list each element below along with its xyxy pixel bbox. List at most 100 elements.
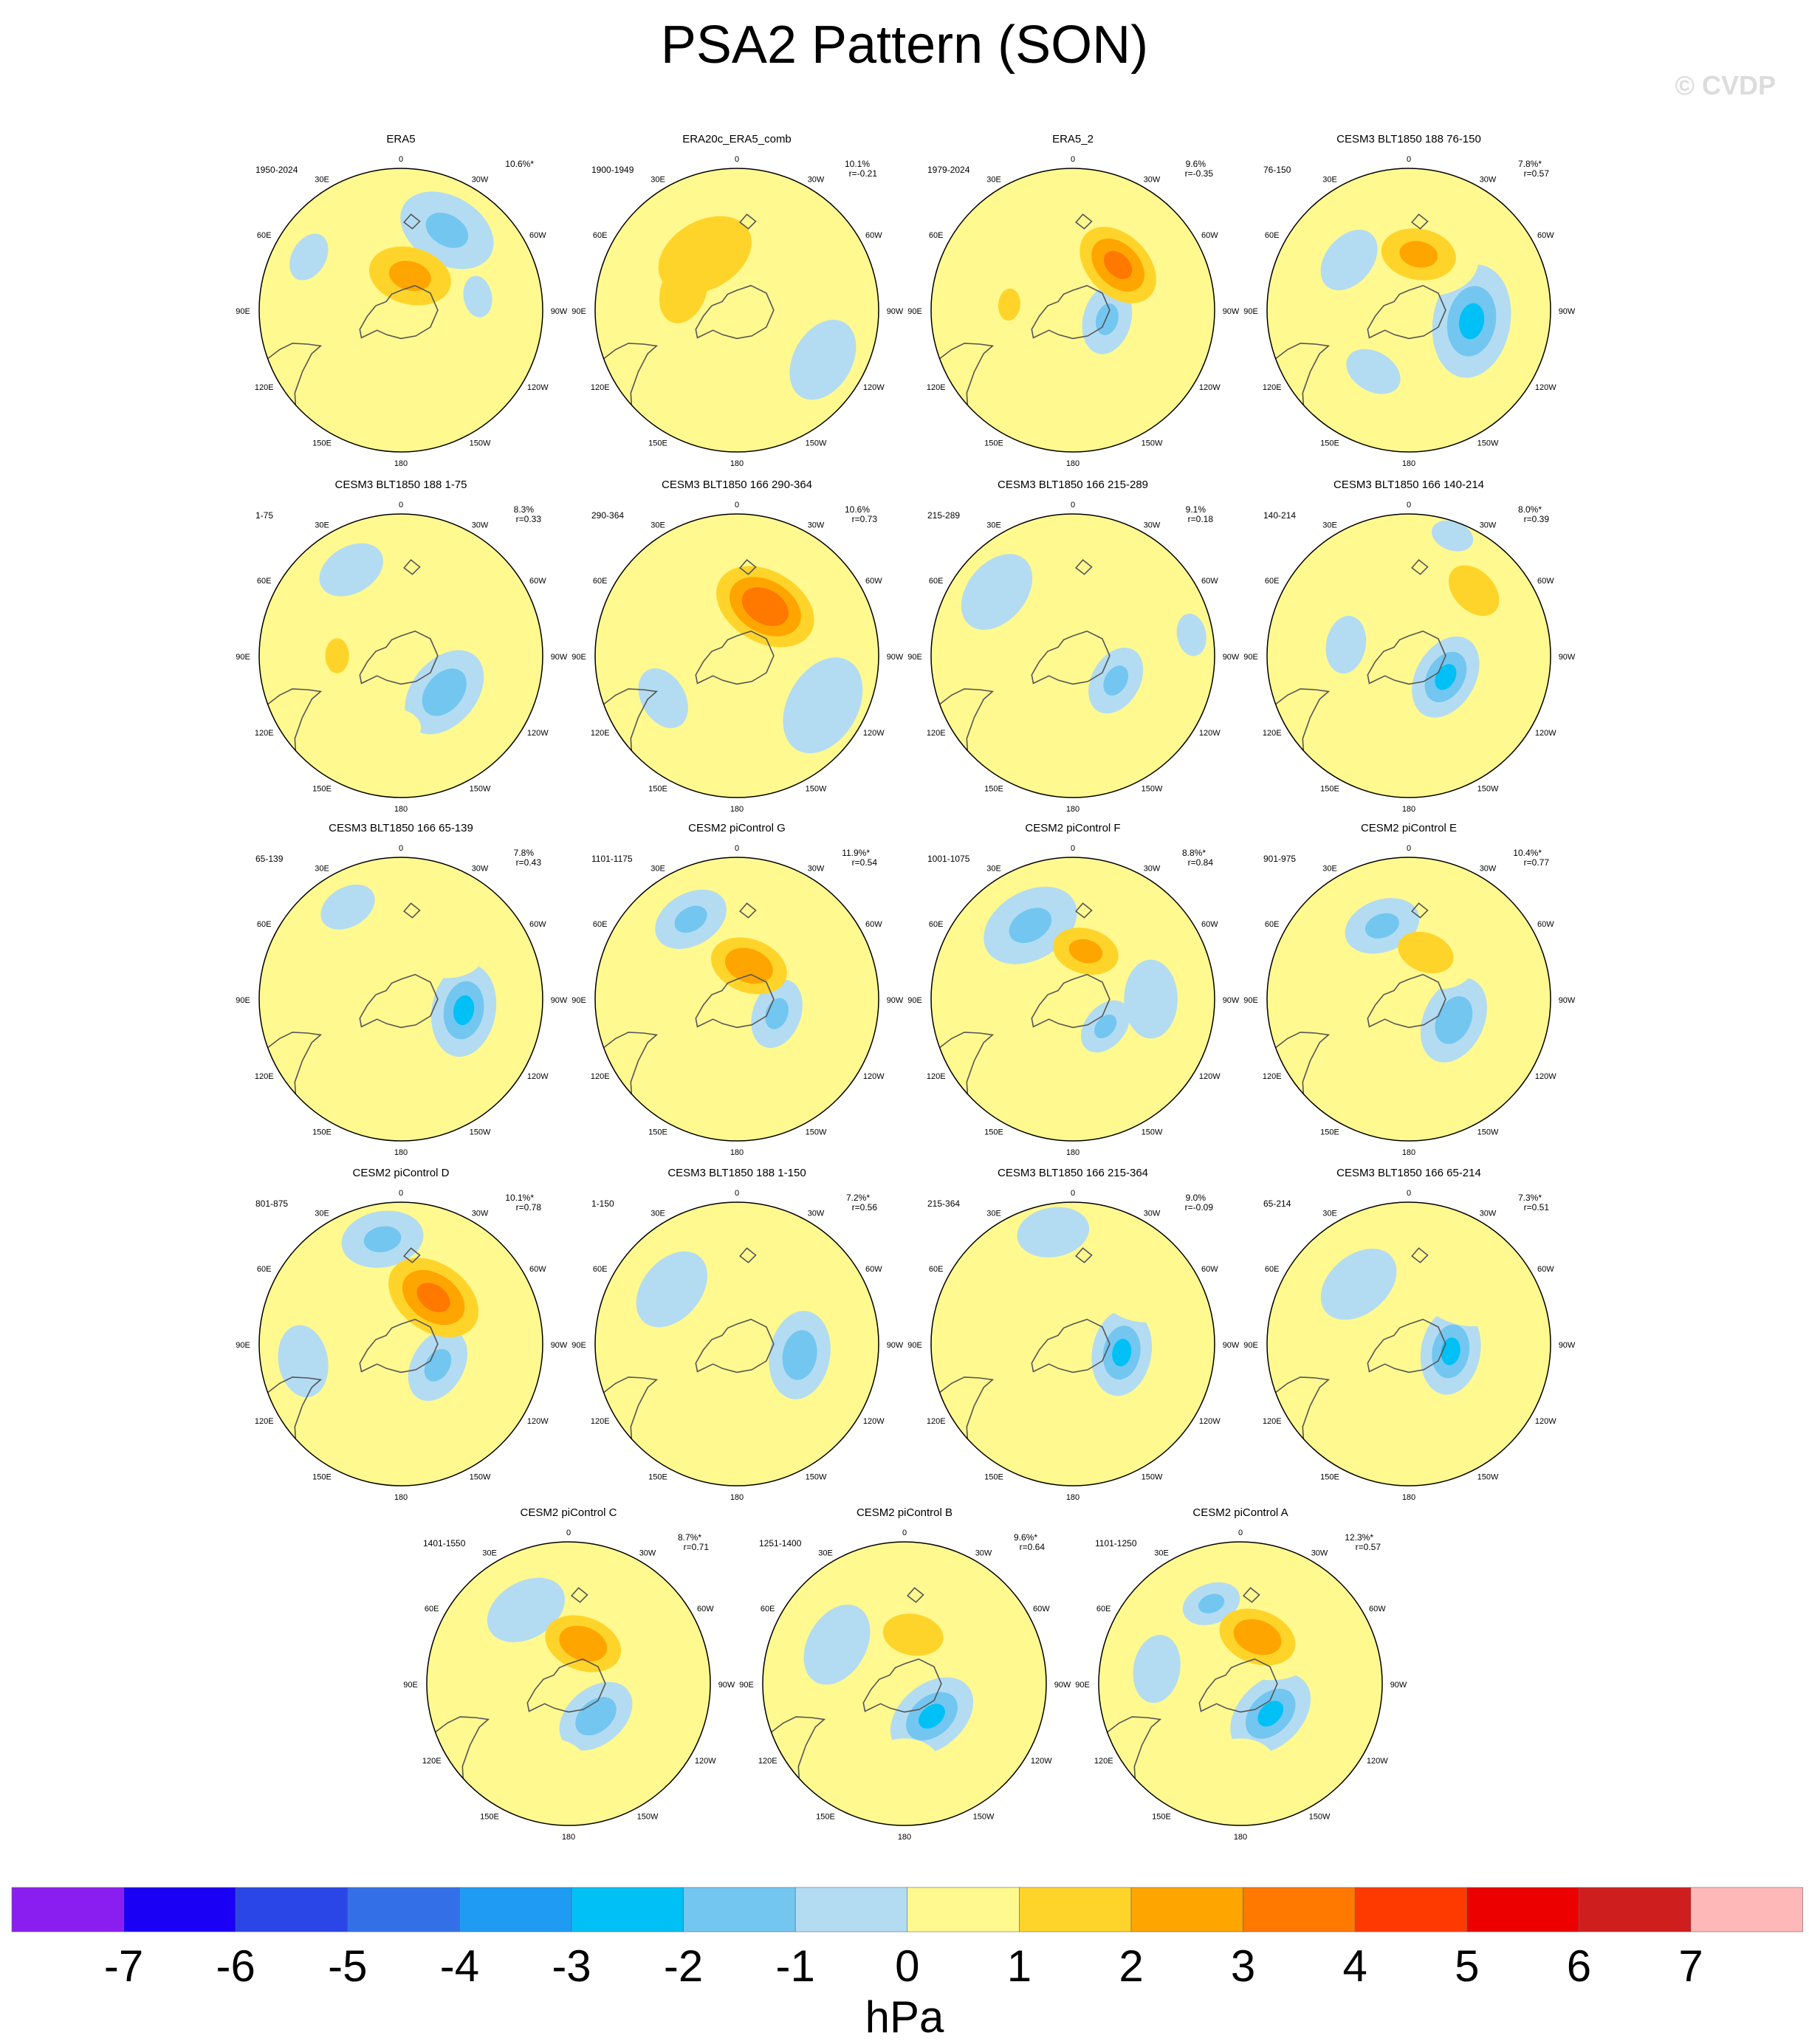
panel-period: 215-289 — [927, 510, 960, 521]
map-border — [1266, 1201, 1551, 1486]
longitude-label: 120W — [1535, 1072, 1556, 1081]
contour-region — [1432, 520, 1474, 552]
longitude-label: 90W — [1559, 1341, 1576, 1350]
longitude-label: 0 — [399, 501, 403, 510]
contour-region — [639, 356, 735, 436]
longitude-label: 180 — [898, 1833, 911, 1842]
map-panel: 0 30E 60E 90E 120E 150E 180 150W 120W 90W 60W 30W CE… — [236, 479, 568, 814]
longitude-label: 150W — [1142, 1128, 1163, 1136]
contour-region — [638, 668, 688, 729]
map-border — [930, 513, 1215, 798]
panel-explained-variance: 9.1% — [1186, 504, 1206, 515]
longitude-label: 60W — [865, 231, 882, 240]
coastline-new-zealand — [403, 902, 421, 919]
coastline-antarctica — [359, 1318, 439, 1373]
coastline-south-america — [603, 1376, 659, 1439]
longitude-label: 0 — [902, 1529, 907, 1537]
panel-explained-variance: 7.2%* — [846, 1193, 870, 1203]
contour-region — [388, 261, 431, 292]
longitude-label: 90E — [907, 653, 922, 662]
coastline-new-zealand — [403, 1247, 421, 1263]
longitude-label: 90W — [1559, 996, 1576, 1005]
contour-region — [982, 183, 1050, 241]
longitude-label: 60E — [257, 920, 272, 929]
longitude-label: 30W — [1144, 865, 1161, 874]
longitude-label: 120E — [255, 383, 274, 392]
contour-region — [1104, 250, 1133, 279]
colorbar-box — [1130, 1887, 1243, 1932]
coastline-south-america — [603, 1032, 659, 1094]
map-panel: 0 30E 60E 90E 120E 150E 180 150W 120W 90W 60W 30W CE… — [1243, 479, 1576, 814]
longitude-label: 150W — [1142, 1472, 1163, 1481]
panel-explained-variance: 9.0% — [1186, 1193, 1206, 1203]
longitude-label: 90W — [887, 307, 904, 316]
longitude-label: 90E — [907, 307, 922, 316]
longitude-label: 120W — [1031, 1757, 1052, 1766]
longitude-label: 60E — [593, 231, 608, 240]
contour-region — [659, 258, 708, 323]
longitude-label: 150W — [1477, 1472, 1499, 1481]
longitude-label: 180 — [730, 1148, 744, 1157]
longitude-label: 120W — [863, 729, 885, 738]
longitude-label: 0 — [1407, 1189, 1411, 1198]
panel-period: 65-139 — [255, 854, 284, 864]
panel-correlation: r=0.18 — [1188, 514, 1214, 524]
panel-correlation: r=0.51 — [1524, 1202, 1550, 1213]
colorbar-tick-label: -4 — [440, 1941, 479, 1991]
coastline-antarctica — [695, 973, 775, 1029]
longitude-label: 30E — [1322, 865, 1337, 874]
contour-region — [1233, 1619, 1282, 1656]
longitude-label: 30E — [1322, 1210, 1337, 1218]
longitude-label: 30W — [1311, 1549, 1328, 1558]
longitude-label: 90W — [1559, 653, 1576, 662]
contour-region — [559, 1625, 608, 1662]
contour-region — [919, 1704, 945, 1729]
map-background — [1267, 514, 1551, 798]
contour-region — [783, 657, 863, 754]
longitude-label: 120E — [927, 1417, 946, 1426]
longitude-label: 120W — [527, 383, 549, 392]
longitude-label: 120W — [863, 1417, 885, 1426]
longitude-label: 90E — [236, 1341, 250, 1350]
contour-region — [1359, 1391, 1410, 1430]
panel-explained-variance: 10.4%* — [1513, 848, 1542, 858]
contour-region — [319, 967, 356, 1021]
longitude-label: 120W — [1199, 729, 1221, 738]
longitude-label: 30W — [472, 176, 489, 185]
colorbar-box — [347, 1887, 460, 1932]
contour-region — [361, 541, 489, 637]
longitude-label: 120E — [927, 383, 946, 392]
map-panel: 0 30E 60E 90E 120E 150E 180 150W 120W 90W 60W 30W CE… — [907, 822, 1240, 1157]
longitude-label: 30E — [818, 1549, 833, 1558]
longitude-label: 90E — [907, 1341, 922, 1350]
longitude-label: 0 — [735, 501, 739, 510]
coastline-south-america — [435, 1716, 490, 1779]
panel-correlation: r=0.71 — [684, 1542, 710, 1552]
contour-region — [320, 884, 375, 930]
longitude-label: 90E — [1243, 307, 1258, 316]
contour-region — [789, 320, 857, 400]
colorbar-box — [235, 1887, 349, 1932]
panel-period: 1101-1175 — [591, 854, 633, 864]
longitude-label: 60W — [865, 920, 882, 929]
panel-correlation: r=0.57 — [1356, 1542, 1381, 1552]
contour-region — [422, 668, 467, 716]
panel-correlation: r=-0.21 — [849, 168, 878, 179]
longitude-label: 90W — [551, 1341, 568, 1350]
panel-explained-variance: 8.0%* — [1518, 504, 1542, 515]
longitude-label: 120E — [255, 729, 274, 738]
panel-correlation: r=0.43 — [516, 857, 542, 868]
coastline-new-zealand — [739, 902, 757, 919]
map-panel: 0 30E 60E 90E 120E 150E 180 150W 120W 90W 60W 30W CE… — [571, 822, 904, 1157]
contour-region — [363, 1226, 402, 1252]
longitude-label: 90E — [907, 996, 922, 1005]
panel-correlation: r=0.33 — [516, 514, 542, 524]
longitude-label: 180 — [394, 1493, 408, 1502]
longitude-label: 60W — [1201, 231, 1218, 240]
map-panel: 0 30E 60E 90E 120E 150E 180 150W 120W 90W 60W 30W CE… — [403, 1506, 735, 1842]
map-panel: 0 30E 60E 90E 120E 150E 180 150W 120W 90W 60W 30W CE… — [236, 1167, 568, 1502]
panel-correlation: r=0.56 — [852, 1202, 878, 1213]
longitude-label: 120W — [1199, 1072, 1221, 1081]
longitude-label: 150W — [806, 1128, 827, 1136]
coastline-antarctica — [862, 1658, 942, 1713]
